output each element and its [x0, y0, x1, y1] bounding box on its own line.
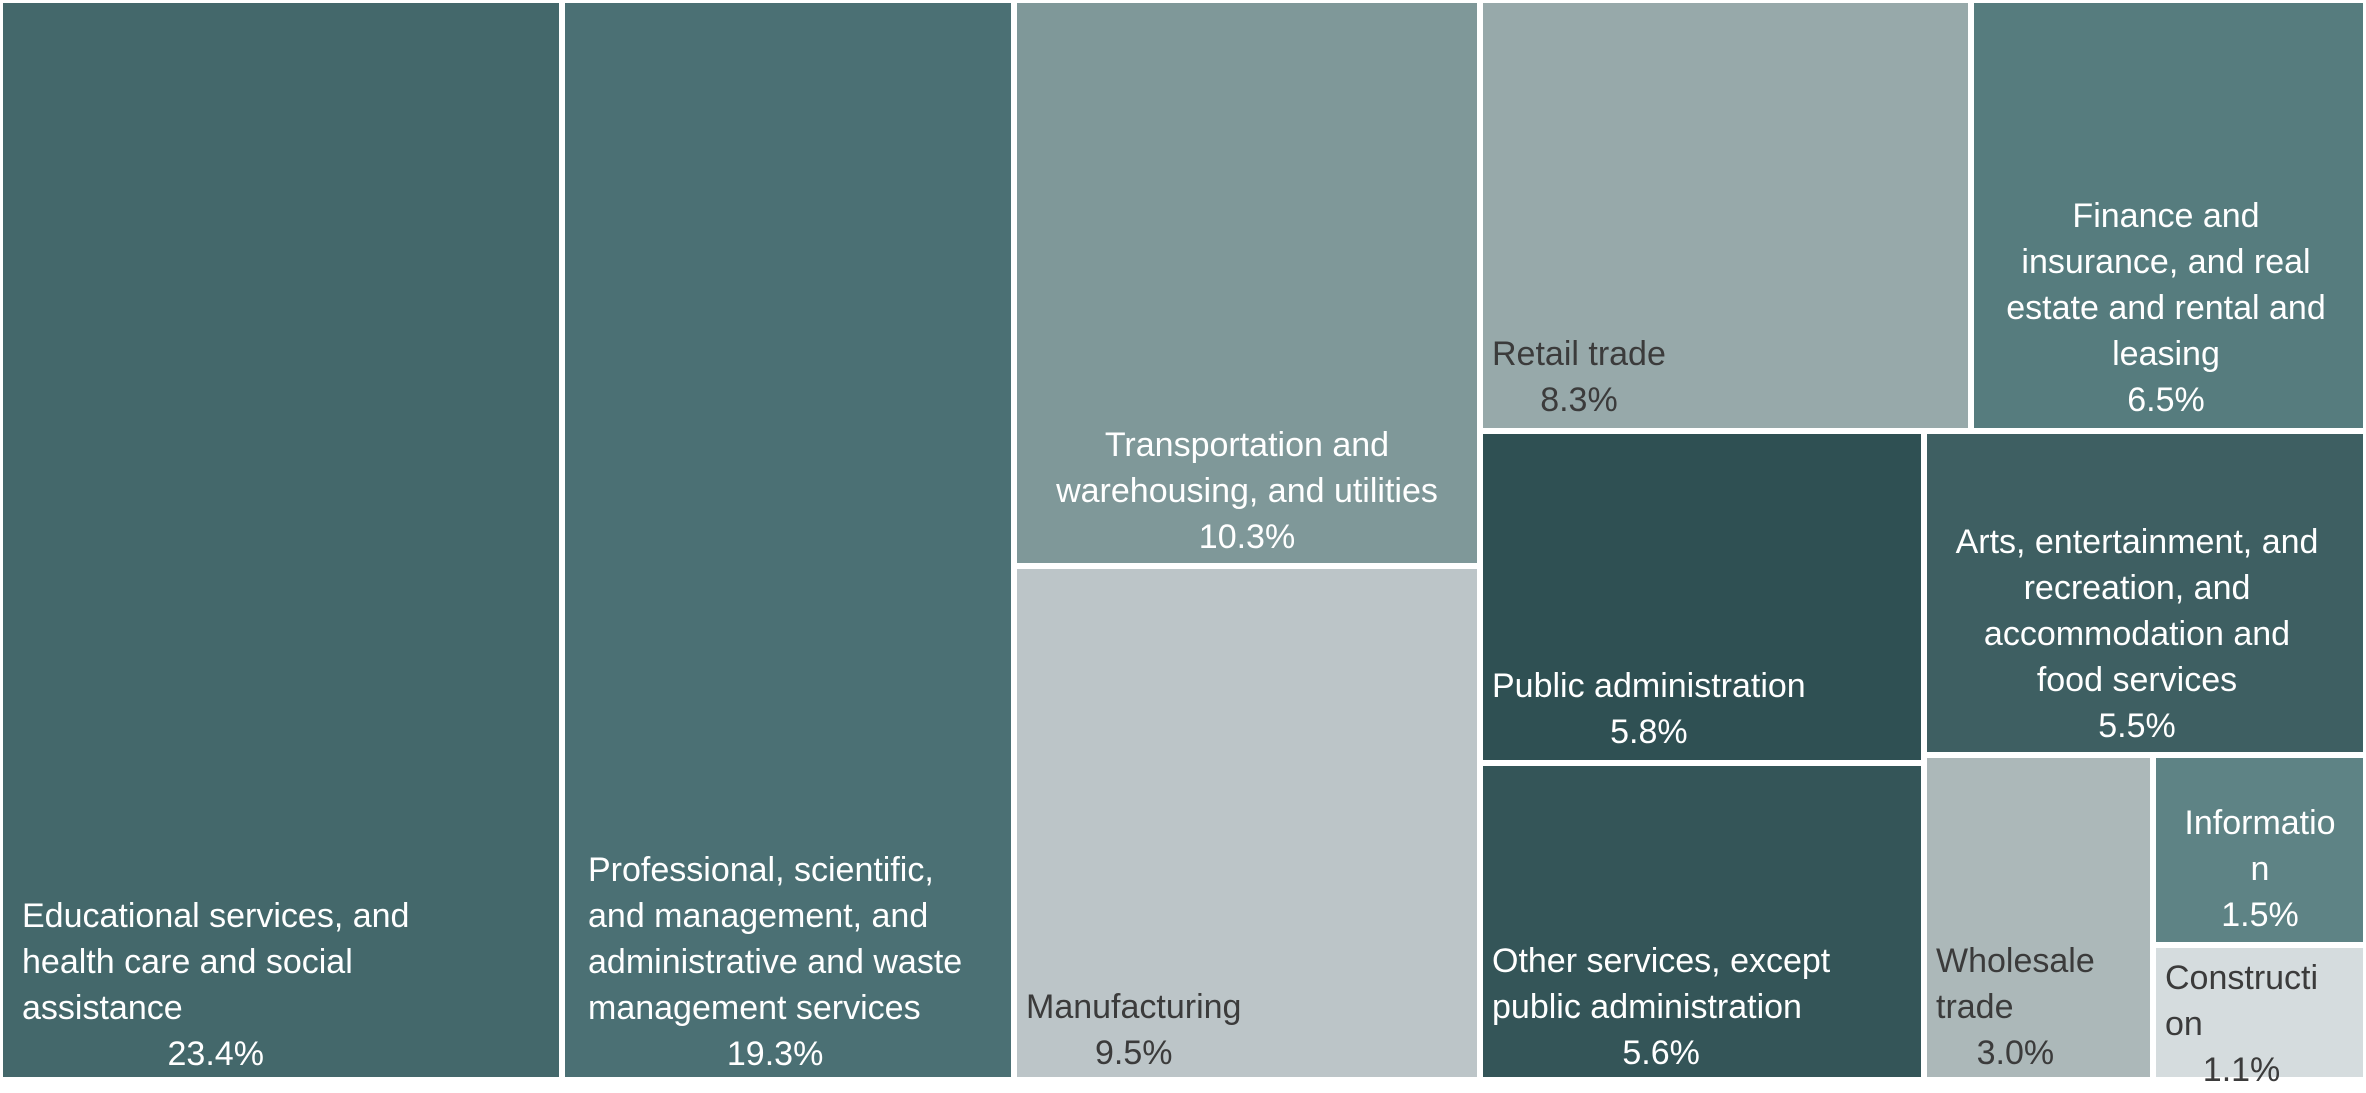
treemap-label-line: leasing — [2112, 335, 2220, 373]
treemap-label-arts-entertainment-and-recreation-and-accommodation-and-food-services: Arts, entertainment, and recreation, and a… — [1837, 519, 2366, 749]
treemap-label-line: Public administration — [1492, 667, 1806, 705]
treemap-value-label: 3.0% — [1976, 1034, 2055, 1072]
treemap-value-label: 8.3% — [1540, 381, 1618, 419]
treemap-tile-professional-scientific-and-management-and-administrative-and-waste-management-services — [562, 0, 1014, 1080]
treemap-label-line: warehousing, and utilities — [1056, 472, 1438, 510]
treemap-value-label: 1.1% — [2202, 1051, 2281, 1089]
treemap-tile-transportation-and-warehousing-and-utilities — [1014, 0, 1480, 566]
treemap-label-line: Finance and — [2072, 197, 2260, 235]
treemap-label-line: recreation, and — [2023, 569, 2251, 607]
treemap-tile-wholesale-trade — [1924, 755, 2153, 1080]
treemap-tile-finance-and-insurance-and-real-estate-and-rental-and-leasing — [1971, 0, 2366, 431]
treemap-label-line: management services — [588, 989, 921, 1027]
treemap-label-line: trade — [1936, 988, 2014, 1026]
treemap-value-label: 10.3% — [1198, 518, 1296, 556]
treemap-tile-public-administration — [1480, 431, 1924, 763]
treemap-label-line: n — [2250, 850, 2270, 888]
treemap-value-label: 5.5% — [2098, 707, 2176, 745]
treemap-label-professional-scientific-and-management-and-administrative-and-waste-management-services: Professional, scientific, and management,… — [588, 847, 962, 1077]
treemap-label-line: Professional, scientific, — [588, 851, 934, 889]
treemap-label-wholesale-trade: Wholesale trade 3.0% — [1936, 938, 2095, 1076]
treemap-label-public-administration: Public administration 5.8% — [1492, 663, 1806, 755]
treemap-value-label: 19.3% — [726, 1035, 824, 1073]
treemap-tile-information — [2153, 755, 2366, 945]
treemap-tile-manufacturing — [1014, 566, 1480, 1080]
treemap-label-other-services-except-public-administration: Other services, except public administrat… — [1492, 938, 1830, 1076]
treemap-value-label: 6.5% — [2127, 381, 2205, 419]
treemap-value-label: 1.5% — [2221, 896, 2299, 934]
treemap-label-line: estate and rental and — [2006, 289, 2326, 327]
treemap-label-educational-services-and-health-care-and-social-assistance: Educational services, and health care and… — [22, 893, 409, 1077]
treemap-label-manufacturing: Manufacturing 9.5% — [1026, 984, 1241, 1076]
treemap-tile-construction — [2153, 945, 2366, 1080]
treemap-value-label: 5.6% — [1622, 1034, 1700, 1072]
treemap-label-line: accommodation and — [1983, 615, 2291, 653]
treemap-label-line: Transportation and — [1104, 426, 1390, 464]
treemap-label-line: Wholesale — [1936, 942, 2095, 980]
treemap-label-line: Informatio — [2184, 804, 2336, 842]
treemap-label-line: food services — [2036, 661, 2238, 699]
treemap-value-label: 5.8% — [1610, 713, 1688, 751]
treemap-label-retail-trade: Retail trade 8.3% — [1492, 331, 1666, 423]
treemap-tile-retail-trade — [1480, 0, 1971, 431]
treemap-label-construction: Constructi on 1.1% — [2165, 955, 2318, 1093]
treemap-label-line: Retail trade — [1492, 335, 1666, 373]
treemap-label-line: assistance — [22, 989, 183, 1027]
treemap-label-line: on — [2165, 1005, 2203, 1043]
treemap-label-line: public administration — [1492, 988, 1802, 1026]
treemap-value-label: 23.4% — [167, 1035, 264, 1073]
treemap-value-label: 9.5% — [1094, 1034, 1173, 1072]
treemap-label-line: Other services, except — [1492, 942, 1831, 980]
treemap-tile-arts-entertainment-and-recreation-and-accommodation-and-food-services — [1924, 431, 2366, 755]
treemap-label-line: Manufacturing — [1026, 988, 1242, 1026]
treemap-label-finance-and-insurance-and-real-estate-and-rental-and-leasing: Finance and insurance, and real estate and… — [1866, 193, 2366, 423]
treemap-label-line: health care and social — [22, 943, 353, 981]
treemap-label-information: Informatio n 1.5% — [1960, 800, 2366, 938]
treemap-label-line: Constructi — [2165, 959, 2319, 997]
treemap-label-line: and management, and — [588, 897, 929, 935]
treemap-label-line: insurance, and real — [2021, 243, 2311, 281]
treemap-label-line: Educational services, and — [22, 897, 410, 935]
treemap-label-line: administrative and waste — [588, 943, 963, 981]
treemap-tile-other-services-except-public-administration — [1480, 763, 1924, 1080]
treemap-tile-educational-services-and-health-care-and-social-assistance — [0, 0, 562, 1080]
treemap-label-transportation-and-warehousing-and-utilities: Transportation and warehousing, and utili… — [947, 422, 1547, 560]
treemap-label-line: Arts, entertainment, and — [1955, 523, 2319, 561]
